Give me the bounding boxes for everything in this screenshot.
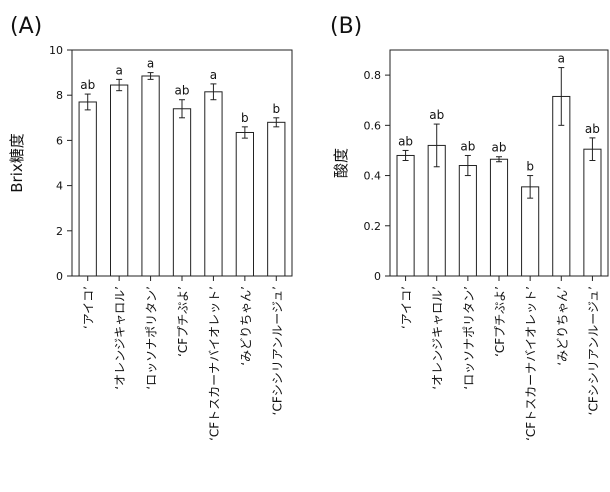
category-label: ‘オレンジキャロル’: [431, 286, 445, 390]
significance-letter: b: [241, 111, 249, 125]
category-label: ‘みどりちゃん’: [239, 286, 253, 366]
y-tick-label: 10: [49, 44, 63, 57]
significance-letter: ab: [80, 78, 95, 92]
significance-letter: ab: [398, 134, 413, 148]
category-label: ‘CFシシリアンルージュ’: [270, 286, 284, 415]
significance-letter: a: [115, 63, 122, 77]
y-axis-label: 酸度: [332, 148, 350, 178]
category-label: ‘アイコ’: [82, 286, 96, 329]
category-label: ‘アイコ’: [400, 286, 414, 329]
category-label: ‘オレンジキャロル’: [113, 286, 127, 390]
category-label: ‘みどりちゃん’: [555, 286, 569, 366]
y-tick-label: 0: [56, 270, 63, 283]
significance-letter: a: [210, 68, 217, 82]
panel-label: (B): [330, 14, 362, 39]
category-label: ‘CFシシリアンルージュ’: [586, 286, 600, 415]
significance-letter: ab: [585, 122, 600, 136]
bar: [489, 158, 509, 277]
bar: [458, 165, 477, 277]
significance-letter: a: [558, 52, 565, 66]
bar: [78, 101, 97, 277]
y-tick-label: 2: [56, 225, 63, 238]
y-tick-label: 6: [56, 134, 63, 147]
bar: [141, 75, 160, 277]
panel-a: (A)Brix糖度0246810ab‘アイコ’a‘オレンジキャロル’a‘ロッソナ…: [8, 14, 293, 441]
y-axis-label: Brix糖度: [8, 133, 26, 193]
category-label: ‘CFプチぷよ’: [493, 286, 507, 357]
y-tick-label: 0.2: [364, 220, 382, 233]
bar: [583, 148, 602, 277]
bar: [521, 186, 540, 277]
category-label: ‘CFトスカーナバイオレット’: [207, 286, 221, 441]
y-tick-label: 0.4: [364, 170, 382, 183]
bar: [235, 131, 254, 277]
panel-b: (B)酸度00.20.40.60.8ab‘アイコ’ab‘オレンジキャロル’ab‘…: [330, 14, 609, 441]
significance-letter: ab: [492, 141, 507, 155]
category-label: ‘ロッソナポリタン’: [145, 286, 159, 390]
bar: [267, 121, 286, 277]
panel-label: (A): [10, 14, 42, 39]
y-tick-label: 0: [374, 270, 381, 283]
bar: [204, 91, 223, 277]
category-label: ‘CFプチぷよ’: [176, 286, 190, 357]
category-label: ‘CFトスカーナバイオレット’: [524, 286, 538, 441]
significance-letter: b: [272, 102, 280, 116]
bar: [172, 108, 192, 277]
significance-letter: ab: [429, 108, 444, 122]
y-tick-label: 0.6: [364, 119, 382, 132]
bar: [396, 154, 415, 277]
y-tick-label: 8: [56, 89, 63, 102]
significance-letter: a: [147, 57, 154, 71]
significance-letter: b: [526, 160, 534, 174]
y-tick-label: 4: [56, 180, 63, 193]
bar: [110, 84, 129, 277]
category-label: ‘ロッソナポリタン’: [462, 286, 476, 390]
y-tick-label: 0.8: [364, 69, 382, 82]
significance-letter: ab: [175, 84, 190, 98]
significance-letter: ab: [460, 139, 475, 153]
